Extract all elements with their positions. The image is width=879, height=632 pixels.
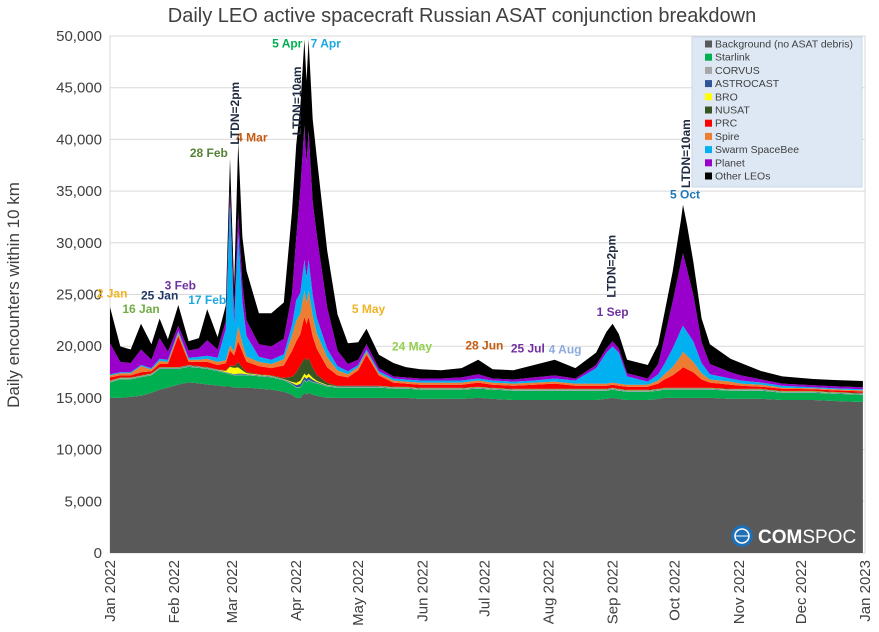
legend-label: Planet (715, 157, 745, 169)
area-starlink (110, 366, 863, 402)
legend-label: NUSAT (715, 105, 750, 117)
area-other-leos (110, 39, 863, 388)
date-annotation: 16 Jan (122, 302, 159, 316)
date-annotation: 2 Jan (97, 287, 128, 301)
date-annotation: 28 Jun (465, 338, 503, 352)
legend-swatch (705, 80, 712, 88)
legend-label: Background (no ASAT debris) (715, 39, 853, 51)
x-tick-label: Jan 2023 (857, 560, 874, 622)
legend-label: Swarm SpaceBee (715, 144, 799, 156)
legend-label: CORVUS (715, 65, 760, 77)
ltdn-annotation: LTDN=2pm (605, 235, 619, 298)
x-tick-label: Jul 2022 (476, 560, 493, 617)
x-tick-label: May 2022 (350, 560, 367, 626)
date-annotation: 5 Apr (272, 36, 303, 50)
x-tick-label: Sep 2022 (605, 560, 622, 624)
area-spire (110, 290, 863, 392)
y-tick-label: 25,000 (56, 287, 102, 304)
legend-label: Starlink (715, 52, 751, 64)
legend-label: BRO (715, 91, 738, 103)
x-tick-labels: Jan 2022 Feb 2022 Mar 2022 Apr 2022 May 2022… (102, 560, 874, 626)
date-annotation: 5 Oct (670, 187, 700, 201)
legend-label: PRC (715, 118, 738, 130)
y-tick-label: 40,000 (56, 131, 102, 148)
legend-swatch (705, 93, 712, 101)
date-annotation: 28 Feb (190, 146, 228, 160)
y-tick-label: 10,000 (56, 442, 102, 459)
area-bro (110, 365, 863, 394)
date-annotation: 4 Aug (549, 342, 582, 356)
x-tick-label: Aug 2022 (541, 560, 558, 624)
area-background-no-asat-debris (110, 382, 863, 553)
legend: Background (no ASAT debris)StarlinkCORVU… (691, 36, 863, 188)
y-tick-label: 50,000 (56, 28, 102, 45)
date-annotation: 4 Mar (236, 130, 268, 144)
date-annotation: 5 May (352, 302, 386, 316)
legend-swatch (705, 66, 712, 74)
legend-swatch (705, 53, 712, 61)
date-annotation: 17 Feb (188, 293, 226, 307)
y-tick-label: 20,000 (56, 338, 102, 355)
legend-swatch (705, 132, 712, 140)
chart-title: Daily LEO active spacecraft Russian ASAT… (168, 5, 756, 27)
area-corvus (110, 366, 863, 395)
x-tick-label: Oct 2022 (667, 560, 684, 621)
y-tick-label: 0 (94, 545, 102, 562)
area-astrocast (110, 365, 863, 395)
legend-swatch (705, 119, 712, 127)
ltdn-annotation: LTDN=2pm (228, 82, 242, 145)
y-tick-label: 15,000 (56, 390, 102, 407)
legend-swatch (705, 40, 712, 48)
y-tick-label: 5,000 (64, 493, 102, 510)
area-planet (110, 125, 863, 390)
x-tick-label: Jun 2022 (414, 560, 431, 622)
y-tick-label: 45,000 (56, 80, 102, 97)
area-prc (110, 316, 863, 393)
x-tick-label: Apr 2022 (288, 560, 305, 621)
date-annotation: 25 Jan (141, 289, 178, 303)
stacked-areas (110, 39, 863, 553)
y-tick-label: 35,000 (56, 183, 102, 200)
ltdn-annotation: LTDN=10am (679, 119, 693, 188)
legend-swatch (705, 146, 712, 154)
legend-swatch (705, 159, 712, 167)
legend-box (691, 36, 863, 188)
date-annotation: 25 Jul (511, 341, 545, 355)
x-tick-label: Dec 2022 (793, 560, 810, 624)
x-tick-label: Nov 2022 (731, 560, 748, 624)
legend-swatch (705, 106, 712, 114)
legend-label: Spire (715, 131, 740, 143)
logo-text: COMSPOC (758, 527, 856, 548)
date-annotation: 7 Apr (311, 36, 342, 50)
date-annotation: 24 May (392, 339, 432, 353)
legend-swatch (705, 172, 712, 180)
comspoc-logo: COMSPOC (731, 525, 856, 548)
ltdn-annotation: LTDN=10am (290, 66, 304, 135)
legend-label: Other LEOs (715, 171, 770, 183)
y-tick-labels: 0 5,000 10,000 15,000 20,000 25,000 30,000 35,0… (56, 28, 102, 562)
x-tick-label: Feb 2022 (166, 560, 183, 623)
date-annotation: 3 Feb (165, 278, 196, 292)
legend-label: ASTROCAST (715, 78, 780, 90)
x-tick-label: Jan 2022 (102, 560, 119, 622)
date-annotation: 1 Sep (597, 305, 629, 319)
y-tick-label: 30,000 (56, 235, 102, 252)
x-tick-label: Mar 2022 (224, 560, 241, 623)
y-axis-label: Daily encounters within 10 km (4, 182, 23, 408)
